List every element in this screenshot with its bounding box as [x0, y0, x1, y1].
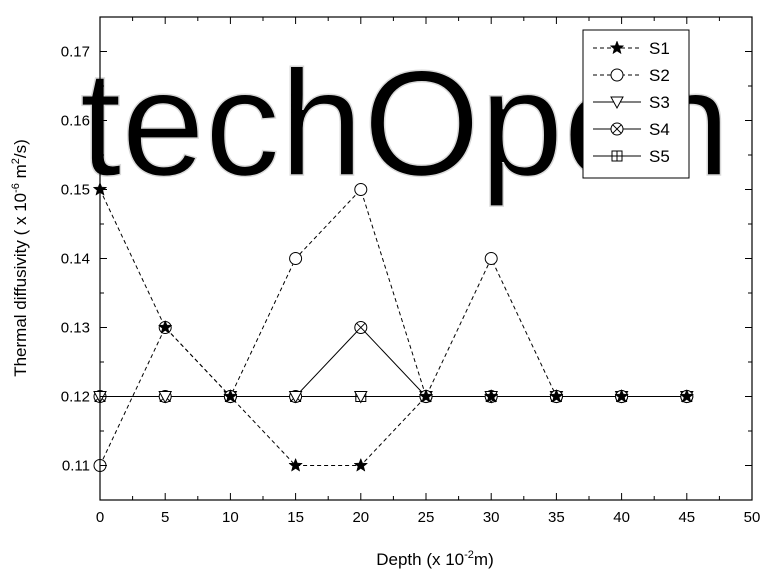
data-point-S3 [158, 391, 173, 404]
y-tick-label: 0.15 [61, 182, 90, 199]
legend-label: S4 [649, 120, 670, 139]
triangle-marker [610, 96, 624, 110]
x-tick-label: 50 [744, 509, 761, 526]
legend-item-S2: S2 [593, 66, 670, 85]
data-point-S2 [484, 252, 498, 265]
legend-item-S5: S5 [593, 147, 670, 166]
x-tick-label: 35 [548, 509, 565, 526]
x-tick-label: 0 [96, 509, 104, 526]
series-line-S2 [99, 188, 687, 466]
data-point-S2 [289, 252, 303, 265]
legend-box [582, 29, 690, 179]
legend-label: S3 [649, 93, 670, 112]
x-tick-label: 40 [613, 509, 630, 526]
x-tick-label: 5 [161, 509, 169, 526]
series-line-S1 [99, 189, 687, 466]
x-tick-label: 30 [483, 509, 500, 526]
data-point-S1 [549, 388, 564, 403]
circle-marker [610, 68, 624, 82]
y-axis-label: Thermal diffusivity ( x 10-6 m2/s) [10, 139, 30, 377]
data-point-S3 [353, 391, 368, 404]
data-point-S3 [288, 391, 303, 404]
data-point-S1 [418, 388, 434, 403]
legend-item-S1: S1 [593, 39, 670, 58]
data-point-S1 [679, 388, 695, 403]
x-tick-label: 10 [222, 509, 239, 526]
data-point-S1 [288, 457, 303, 472]
x-tick-label: 15 [287, 509, 304, 526]
y-tick-label: 0.12 [61, 389, 90, 406]
legend-label: S5 [649, 147, 670, 166]
legend-label: S1 [649, 39, 670, 58]
data-point-S1 [223, 388, 238, 403]
legend-item-S4: S4 [593, 120, 670, 139]
square-plus-marker [611, 150, 623, 162]
x-tick-label: 45 [678, 509, 695, 526]
x-tick-label: 20 [352, 509, 369, 526]
x-tick-label: 25 [418, 509, 435, 526]
data-point-S1 [353, 457, 369, 472]
data-point-S1 [483, 388, 499, 403]
y-tick-label: 0.13 [61, 320, 90, 337]
series-line-S4 [100, 326, 687, 397]
star-marker [609, 40, 625, 55]
y-tick-label: 0.17 [61, 44, 90, 61]
legend-label: S2 [649, 66, 670, 85]
data-point-S2 [354, 183, 368, 196]
legend-item-S3: S3 [593, 93, 670, 112]
y-tick-label: 0.14 [61, 251, 90, 268]
data-point-S4 [354, 321, 368, 334]
x-axis-label: Depth (x 10-2m) [376, 549, 494, 569]
y-tick-label: 0.11 [62, 458, 90, 475]
y-tick-label: 0.16 [61, 113, 90, 130]
data-point-S1 [614, 388, 629, 403]
circle-x-marker [610, 122, 624, 136]
data-point-S1 [157, 319, 173, 334]
